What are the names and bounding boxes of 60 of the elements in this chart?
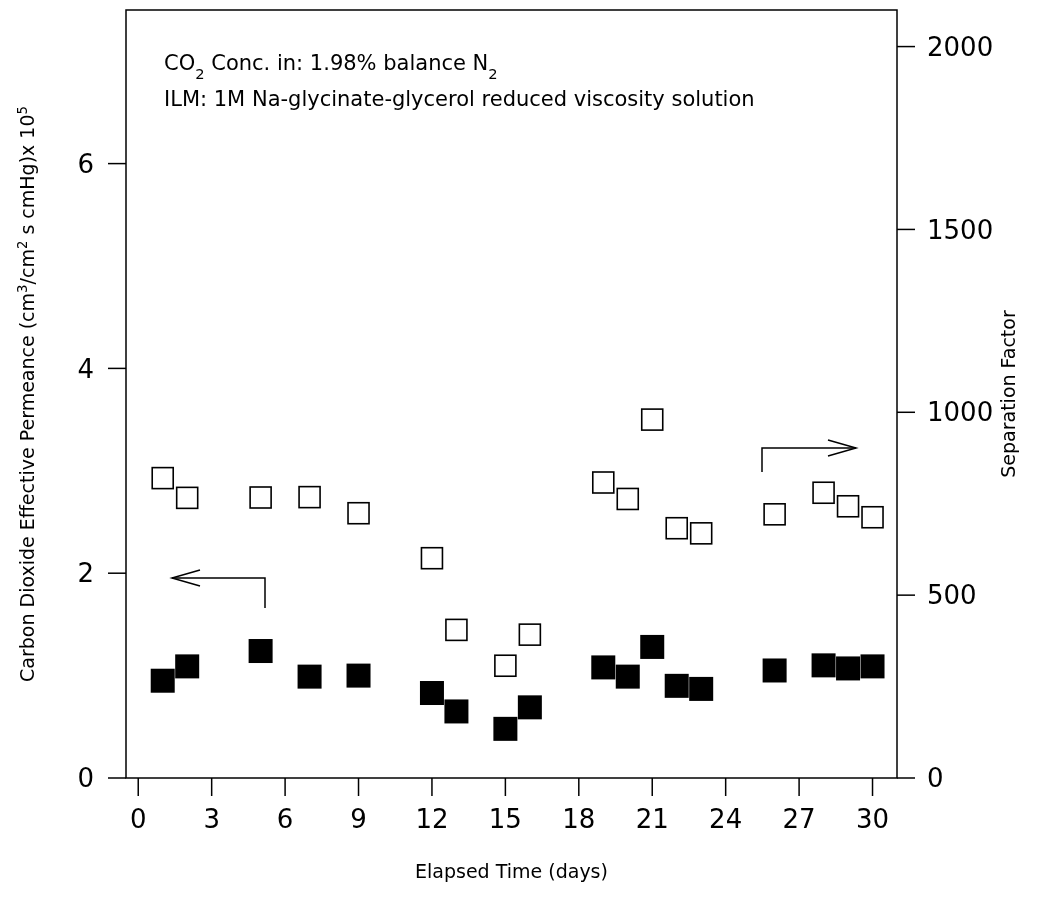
x-tick-label: 18 — [562, 804, 596, 834]
point — [445, 618, 468, 642]
y2-tick-label: 1000 — [927, 397, 994, 428]
point — [811, 653, 836, 678]
point — [420, 546, 444, 570]
point — [346, 663, 371, 688]
x-tick-label: 21 — [635, 804, 669, 834]
point — [347, 501, 370, 525]
x-tick-label: 27 — [782, 804, 816, 834]
point — [591, 655, 616, 680]
point — [249, 486, 272, 509]
point — [298, 485, 321, 509]
y-tick-label: 0 — [77, 763, 94, 794]
point — [836, 656, 861, 681]
point — [175, 654, 200, 679]
y2-tick-label: 500 — [927, 580, 977, 611]
point — [297, 664, 322, 689]
x-tick-label: 12 — [415, 804, 449, 834]
y-tick-label: 6 — [77, 148, 94, 179]
point — [175, 486, 199, 510]
point — [640, 634, 665, 659]
point — [444, 699, 469, 724]
y2-tick-label: 1500 — [927, 214, 994, 245]
y2-tick-label: 2000 — [927, 31, 994, 62]
x-tick-label: 9 — [350, 804, 367, 834]
point — [591, 471, 615, 494]
point — [860, 654, 885, 679]
point — [419, 681, 444, 706]
point — [665, 516, 689, 540]
x-tick-label: 3 — [203, 804, 220, 834]
point — [836, 494, 860, 518]
point — [151, 466, 175, 490]
x-tick-label: 6 — [276, 804, 294, 834]
y2-axis-title: Separation Factor — [997, 310, 1019, 478]
x-tick-label: 30 — [855, 804, 890, 834]
point — [517, 695, 542, 720]
annotation: ILM: 1M Na-glycinate-glycerol reduced viscosity solution — [164, 87, 755, 111]
y-tick-label: 2 — [77, 558, 94, 589]
x-tick-label: 15 — [488, 804, 522, 834]
x-axis-title: Elapsed Time (days) — [415, 860, 608, 882]
y-tick-label: 4 — [77, 353, 94, 384]
point — [861, 505, 884, 529]
point — [248, 639, 273, 664]
point — [689, 676, 714, 701]
x-tick-label: 0 — [129, 804, 147, 834]
point — [150, 668, 175, 693]
point — [812, 481, 835, 505]
x-tick-label: 24 — [709, 804, 743, 834]
point — [518, 623, 542, 646]
annotation: CO$_{2}$ Conc. in: 1.98% balance N$_{2}$ — [164, 51, 498, 82]
point — [762, 658, 787, 683]
point — [689, 522, 713, 545]
point — [615, 664, 640, 689]
point — [640, 408, 664, 431]
y2-tick-label: 0 — [927, 763, 944, 794]
point — [493, 716, 518, 741]
point — [664, 673, 689, 698]
point — [494, 654, 517, 678]
point — [616, 487, 640, 511]
point — [763, 503, 786, 526]
